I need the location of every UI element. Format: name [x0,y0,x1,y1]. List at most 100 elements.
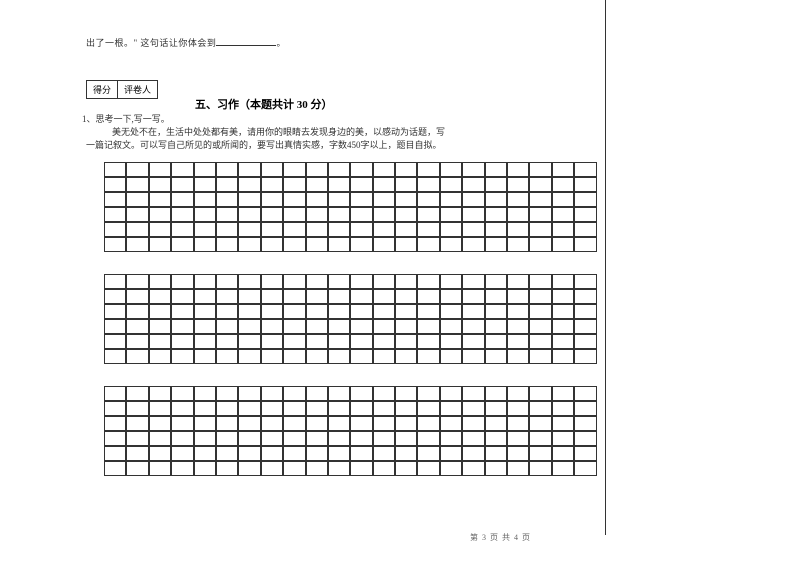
grid-cell [306,401,328,416]
section-title: 五、习作（本题共计 30 分） [195,96,333,112]
grid-row [104,304,597,319]
grid-cell [417,237,439,252]
grid-cell [395,177,417,192]
grid-cell [104,461,126,476]
grid-cell [149,446,171,461]
grid-cell [529,304,551,319]
grid-cell [485,162,507,177]
grid-cell [529,461,551,476]
grid-cell [485,304,507,319]
grid-cell [373,401,395,416]
grid-cell [350,349,372,364]
grid-cell [126,401,148,416]
grid-cell [440,237,462,252]
grid-cell [238,349,260,364]
grid-cell [462,162,484,177]
grid-cell [529,431,551,446]
grid-cell [395,289,417,304]
grid-row [104,222,597,237]
grid-cell [529,192,551,207]
grid-cell [574,461,596,476]
grid-cell [574,431,596,446]
grid-cell [216,446,238,461]
grid-cell [350,304,372,319]
grid-cell [373,192,395,207]
grid-cell [171,401,193,416]
grid-cell [171,334,193,349]
grid-cell [485,334,507,349]
grid-cell [283,401,305,416]
grid-cell [440,386,462,401]
grid-cell [462,207,484,222]
grid-cell [171,349,193,364]
grid-cell [350,386,372,401]
grid-cell [261,334,283,349]
grid-cell [238,334,260,349]
grid-row [104,334,597,349]
grid-cell [283,431,305,446]
grid-cell [529,416,551,431]
grid-cell [373,177,395,192]
grid-cell [216,431,238,446]
grid-cell [507,349,529,364]
grid-cell [507,334,529,349]
grid-cell [216,207,238,222]
grid-cell [350,177,372,192]
grid-cell [171,274,193,289]
grid-cell [283,207,305,222]
grid-cell [462,237,484,252]
writing-grid-block [104,162,597,252]
grid-cell [395,304,417,319]
grid-cell [306,446,328,461]
grid-cell [194,349,216,364]
grid-cell [440,349,462,364]
grid-cell [238,401,260,416]
grid-cell [194,431,216,446]
grid-cell [440,289,462,304]
grid-cell [171,237,193,252]
grid-cell [574,207,596,222]
grid-cell [306,237,328,252]
grid-cell [194,386,216,401]
grid-cell [552,289,574,304]
grid-cell [104,386,126,401]
grid-cell [238,446,260,461]
grid-cell [462,461,484,476]
grid-cell [104,349,126,364]
grid-cell [216,401,238,416]
grid-cell [216,289,238,304]
top-fragment: 出了一根。" 这句话让你体会到。 [86,36,286,49]
grid-cell [440,416,462,431]
grid-cell [261,401,283,416]
grid-cell [238,461,260,476]
grid-cell [529,177,551,192]
score-label: 得分 [87,81,118,99]
grid-cell [507,222,529,237]
grid-cell [283,416,305,431]
grid-cell [283,334,305,349]
grid-cell [126,334,148,349]
grid-cell [283,304,305,319]
grid-cell [126,162,148,177]
grid-cell [216,334,238,349]
grid-cell [529,401,551,416]
grid-cell [261,349,283,364]
grid-cell [283,349,305,364]
grid-cell [149,304,171,319]
grid-cell [171,446,193,461]
grid-cell [507,237,529,252]
grid-cell [238,274,260,289]
grid-cell [149,222,171,237]
grid-cell [350,289,372,304]
grid-cell [574,177,596,192]
grid-cell [216,416,238,431]
grid-cell [194,192,216,207]
grid-cell [552,237,574,252]
grid-cell [350,431,372,446]
grid-cell [507,319,529,334]
grid-cell [261,446,283,461]
grid-cell [149,274,171,289]
grid-cell [328,192,350,207]
grid-cell [261,304,283,319]
grid-cell [104,319,126,334]
